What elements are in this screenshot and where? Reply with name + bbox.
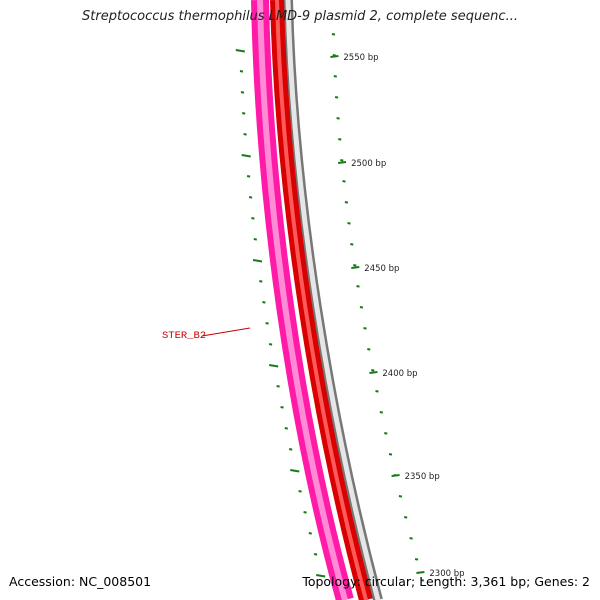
inner-minor-tick <box>284 427 288 430</box>
inner-minor-tick <box>265 322 269 325</box>
tick-label: 2300 bp <box>429 569 464 579</box>
feature-label-leader <box>201 327 251 337</box>
outer-minor-tick <box>344 201 349 204</box>
inner-minor-tick <box>280 406 284 409</box>
outer-tick-series: 2550 bp 2500 bp 2450 bp 2400 bp 2350 bp 2300 … <box>330 33 465 582</box>
outer-major-tick <box>337 161 347 164</box>
inner-major-tick <box>241 154 251 158</box>
outer-minor-tick <box>375 390 379 393</box>
outer-minor-tick <box>420 579 425 582</box>
inner-minor-tick <box>253 238 257 241</box>
map-title: Streptococcus thermophilus LMD-9 plasmid… <box>82 9 518 24</box>
inner-minor-tick <box>259 280 263 283</box>
outer-major-tick <box>391 474 400 477</box>
inner-minor-tick <box>313 553 318 556</box>
cds-track-highlight <box>275 0 368 600</box>
inner-major-tick <box>252 259 263 263</box>
backbone-ring-highlight <box>285 0 381 600</box>
accession-text: Accession: NC_008501 <box>9 574 152 589</box>
outer-major-tick <box>330 55 339 58</box>
inner-minor-tick <box>303 511 307 514</box>
inner-minor-tick <box>276 385 280 388</box>
tick-label: 2500 bp <box>351 159 386 169</box>
tick-label: 2550 bp <box>343 53 378 63</box>
inner-minor-tick <box>243 133 247 136</box>
inner-minor-tick <box>240 91 245 94</box>
outer-minor-tick <box>414 558 419 561</box>
outer-minor-tick <box>363 327 367 330</box>
outer-minor-tick <box>331 33 336 36</box>
outer-minor-tick <box>334 96 339 99</box>
outer-minor-tick <box>333 75 337 78</box>
outer-major-tick <box>369 371 378 374</box>
inner-minor-tick <box>298 490 302 493</box>
inner-minor-tick <box>308 532 312 535</box>
inner-minor-tick <box>246 175 251 178</box>
outer-minor-tick <box>342 180 346 183</box>
inner-major-tick <box>269 364 279 368</box>
outer-minor-tick <box>350 243 354 246</box>
outer-minor-tick <box>379 411 383 414</box>
outer-minor-tick <box>409 537 413 540</box>
inner-minor-tick <box>239 70 244 73</box>
tick-label: 2450 bp <box>364 264 399 274</box>
outer-minor-tick <box>338 138 342 141</box>
outer-minor-tick <box>388 453 393 456</box>
inner-minor-tick <box>251 217 255 220</box>
topology-text: Topology: circular; Length: 3,361 bp; Ge… <box>302 574 590 589</box>
outer-minor-tick <box>398 495 403 498</box>
outer-major-tick <box>416 571 425 574</box>
inner-minor-tick <box>262 301 266 304</box>
inner-minor-tick <box>248 196 253 199</box>
gene-track-highlight <box>257 0 348 600</box>
outer-major-tick <box>351 266 360 269</box>
inner-minor-tick <box>268 343 273 346</box>
outer-minor-tick <box>347 222 351 225</box>
tick-label: 2400 bp <box>382 369 417 379</box>
tick-label: 2350 bp <box>405 472 440 482</box>
inner-minor-tick <box>289 448 293 451</box>
outer-minor-tick <box>359 306 364 309</box>
feature-label: STER_B2 <box>162 330 206 342</box>
outer-minor-tick <box>340 159 344 162</box>
inner-minor-tick <box>242 112 246 115</box>
inner-tick-series <box>235 49 326 578</box>
outer-minor-tick <box>336 117 340 120</box>
outer-minor-tick <box>384 432 388 435</box>
inner-major-tick <box>235 49 245 53</box>
outer-minor-tick <box>367 348 371 351</box>
outer-minor-tick <box>404 516 408 519</box>
inner-major-tick <box>290 469 300 473</box>
outer-minor-tick <box>356 285 360 288</box>
outer-minor-tick <box>353 264 357 267</box>
inner-major-tick <box>316 574 326 578</box>
outer-minor-tick <box>371 369 375 372</box>
